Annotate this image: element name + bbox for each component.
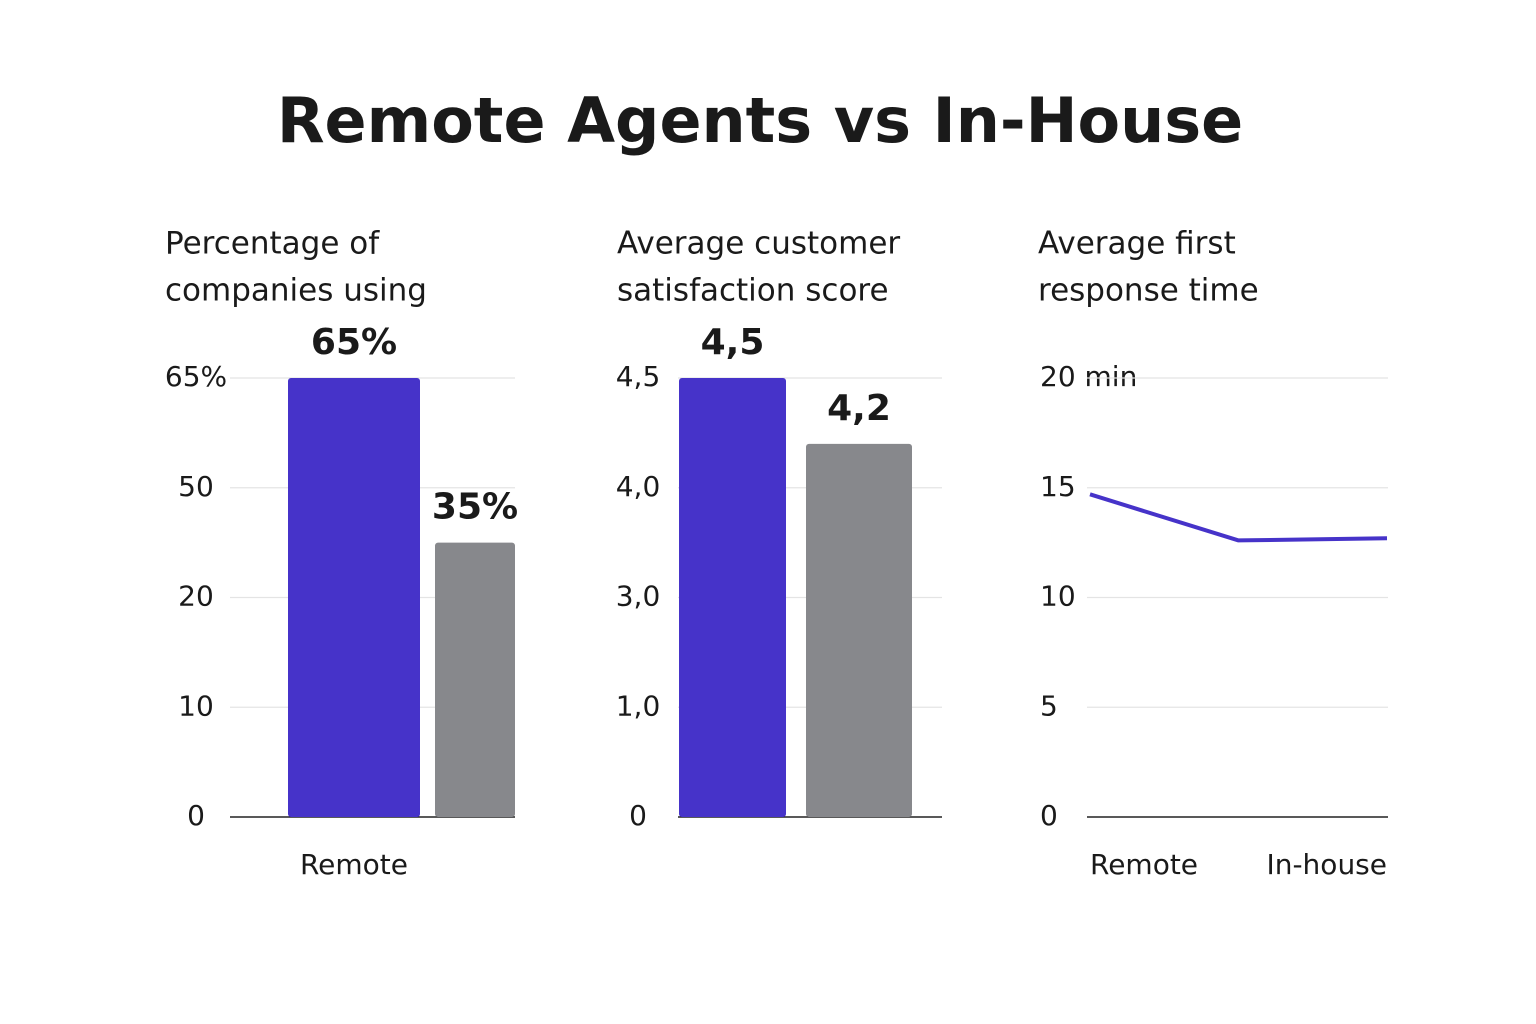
x-tick-label: Remote <box>300 848 408 881</box>
value-label: 4,2 <box>827 388 891 429</box>
y-tick-label: 0 <box>629 799 647 832</box>
x-tick-label: Remote <box>1090 848 1198 881</box>
y-tick-label: 10 <box>178 689 214 722</box>
bar <box>806 443 912 817</box>
chart-subtitle: Average first <box>1038 226 1236 262</box>
y-tick-label: 65% <box>165 360 227 393</box>
value-label: 65% <box>311 322 397 363</box>
value-label: 35% <box>432 487 518 528</box>
chart-subtitle: response time <box>1038 273 1259 309</box>
y-tick-label: 20 <box>178 580 214 613</box>
y-tick-label: 15 <box>1040 470 1076 503</box>
y-tick-label: 4,5 <box>616 360 661 393</box>
chart-subtitle: satisfaction score <box>617 273 889 309</box>
line <box>1089 492 1388 543</box>
y-tick-label: 0 <box>1040 799 1058 832</box>
value-label: 4,5 <box>701 322 765 363</box>
y-tick-label: 4,0 <box>616 470 661 503</box>
y-tick-label: 10 <box>1040 580 1076 613</box>
chart-subtitle: Percentage of <box>165 226 380 262</box>
y-tick-label: 50 <box>178 470 214 503</box>
y-tick-label: 20 min <box>1040 360 1137 393</box>
bar <box>288 378 420 817</box>
y-tick-label: 1,0 <box>616 689 661 722</box>
chart-subtitle: Average customer <box>617 226 900 262</box>
x-tick-label: In-house <box>1266 848 1387 881</box>
page-title: Remote Agents vs In-House <box>277 84 1243 157</box>
y-tick-label: 0 <box>187 799 205 832</box>
chart-subtitle: companies using <box>165 273 427 309</box>
bar <box>679 378 786 817</box>
y-tick-label: 3,0 <box>616 580 661 613</box>
bar <box>435 542 515 817</box>
y-tick-label: 5 <box>1040 689 1058 722</box>
